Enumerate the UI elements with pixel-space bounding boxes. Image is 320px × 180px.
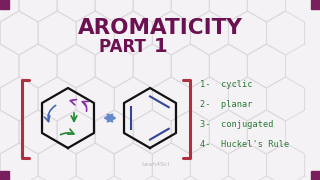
Text: 3-  conjugated: 3- conjugated [200,120,274,129]
Text: 4-  Huckel's Rule: 4- Huckel's Rule [200,140,289,149]
Bar [311,0,320,9]
Bar [0,0,9,9]
Text: 1-  cyclic: 1- cyclic [200,80,252,89]
Text: PART: PART [100,38,152,56]
Text: 2-  planar: 2- planar [200,100,252,109]
Text: Leah4Sci: Leah4Sci [141,162,169,167]
Bar [311,171,320,180]
Text: 1: 1 [154,37,168,56]
Text: AROMATICITY: AROMATICITY [77,18,243,38]
Bar [0,171,9,180]
